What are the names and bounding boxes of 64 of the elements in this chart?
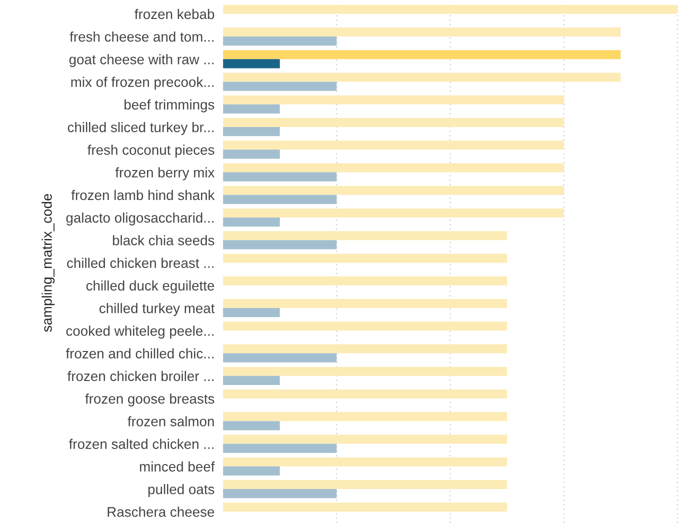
bar (223, 390, 508, 399)
bar (223, 308, 280, 318)
bar (223, 421, 280, 430)
bar (223, 104, 280, 114)
y-tick-label: chilled sliced turkey br... (68, 122, 214, 135)
bar (223, 276, 508, 286)
y-tick-label: black chia seeds (112, 235, 214, 246)
y-tick-label: frozen salted chicken ... (69, 438, 214, 449)
bar (223, 186, 564, 195)
bar (223, 480, 508, 490)
bar (223, 163, 564, 172)
y-tick-label: fresh cheese and tom... (70, 32, 214, 42)
bar (223, 127, 280, 136)
bar (223, 299, 508, 308)
y-tick-label: chilled turkey meat (100, 303, 215, 316)
bar (223, 150, 280, 159)
bar (223, 502, 508, 512)
y-tick-label: frozen goose breasts (85, 394, 214, 406)
y-axis-title: sampling_matrix_code (42, 194, 55, 332)
bar (223, 72, 621, 82)
bar (223, 434, 508, 444)
bar (223, 466, 280, 476)
bar (223, 140, 564, 150)
y-tick-label: frozen lamb hind shank (71, 190, 215, 200)
y-tick-label: frozen kebab (134, 8, 214, 20)
y-tick-label: fresh coconut pieces (88, 144, 214, 158)
bar (223, 489, 337, 498)
bar (223, 322, 508, 331)
y-tick-label: beef trimmings (124, 99, 214, 112)
bar (223, 366, 508, 376)
y-tick-label: minced beef (140, 461, 215, 472)
bar (223, 95, 564, 104)
bar (223, 353, 337, 362)
bar (223, 218, 280, 227)
y-tick-label: mix of frozen precook... (71, 76, 214, 90)
bar (223, 240, 337, 250)
y-tick-label: goat cheese with raw ... (69, 54, 214, 68)
y-tick-label: cooked whiteleg peele... (66, 326, 214, 339)
bar (223, 118, 564, 128)
bar (223, 59, 280, 68)
y-tick-label: frozen chicken broiler ... (67, 370, 214, 382)
bar (223, 344, 508, 354)
y-tick-label: frozen salmon (128, 416, 214, 426)
bar (223, 50, 621, 60)
bar (223, 231, 508, 240)
bar (223, 457, 508, 466)
bar (223, 376, 280, 385)
bar (223, 254, 508, 263)
bar (223, 444, 337, 453)
y-tick-label: chilled duck eguilette (86, 280, 214, 294)
bar (223, 194, 337, 204)
y-tick-label: Raschera cheese (108, 506, 214, 517)
y-tick-label: chilled chicken breast ... (67, 258, 214, 268)
bar (223, 172, 337, 182)
y-tick-label: frozen and chilled chic... (66, 348, 214, 358)
y-tick-label: frozen berry mix (115, 167, 215, 180)
bar (223, 36, 337, 46)
y-tick-label: pulled oats (148, 484, 214, 497)
bar (223, 4, 678, 14)
bar (223, 412, 508, 422)
y-tick-label: galacto oligosaccharid... (66, 212, 214, 226)
bar (223, 28, 621, 37)
bar (223, 208, 564, 218)
bar (223, 82, 337, 91)
